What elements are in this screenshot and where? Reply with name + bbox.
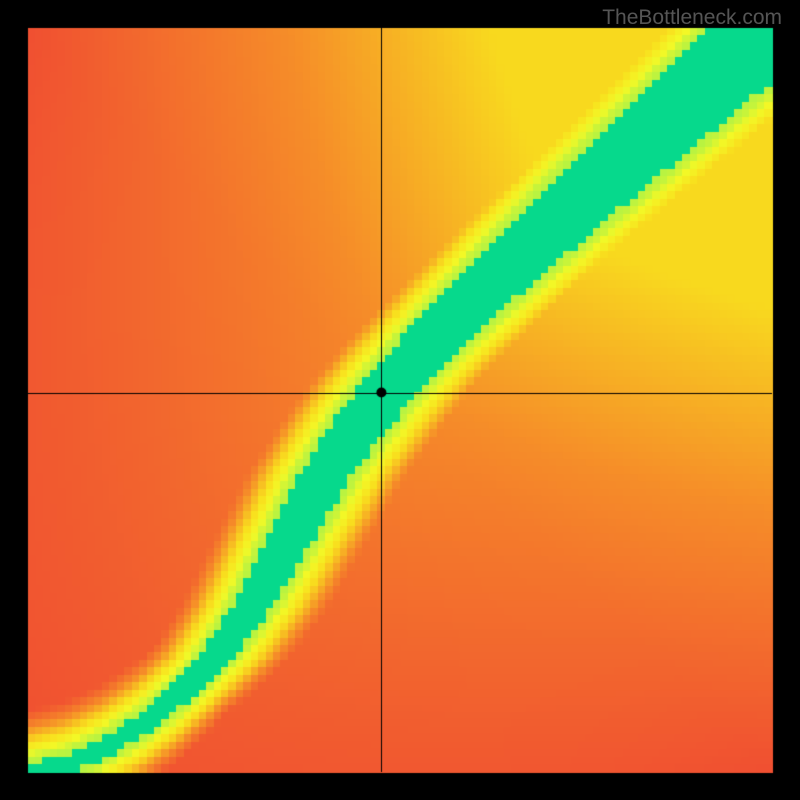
source-watermark: TheBottleneck.com (602, 6, 782, 30)
chart-frame (0, 0, 800, 800)
heatmap-canvas (0, 0, 800, 800)
